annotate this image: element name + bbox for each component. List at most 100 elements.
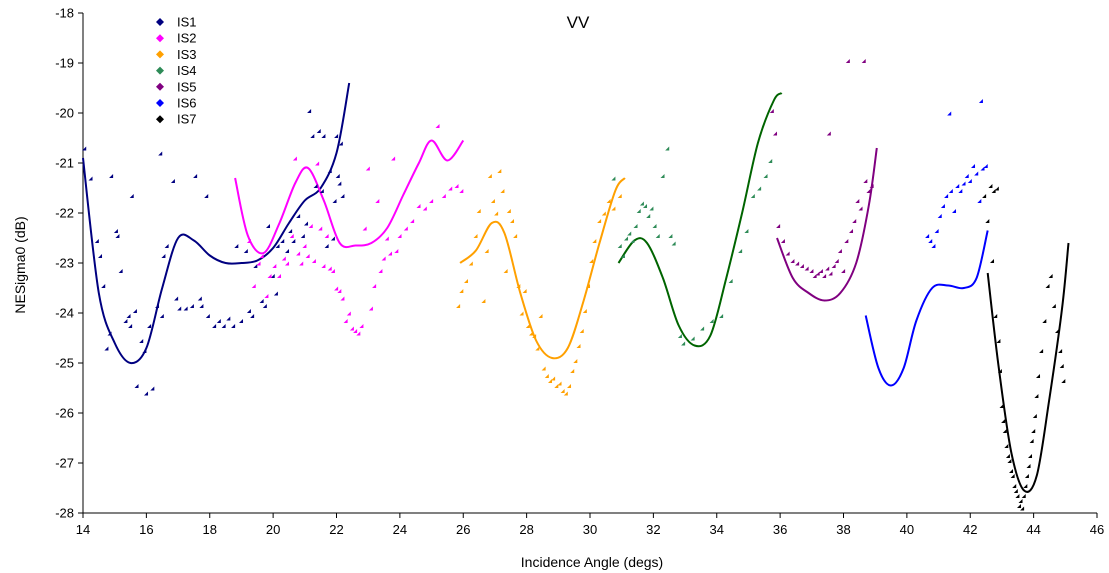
data-point-is6 [974,171,979,176]
data-point-is6 [967,179,972,184]
data-point-is3 [544,374,549,379]
data-point-is3 [484,249,489,254]
data-point-is1 [161,254,166,259]
data-point-is1 [231,324,236,329]
data-point-is7 [988,184,993,189]
legend-marker-is5 [156,82,164,91]
data-point-is1 [126,314,131,319]
data-point-is7 [1055,329,1060,334]
data-point-is1 [88,176,93,181]
x-tick-label: 26 [456,522,470,537]
data-point-is4 [630,239,635,244]
data-point-is5 [834,259,839,264]
data-point-is1 [109,174,114,179]
data-point-is1 [204,194,209,199]
data-point-is7 [1024,474,1029,479]
data-point-is7 [1010,474,1015,479]
data-point-is4 [757,186,762,191]
data-point-is6 [980,166,985,171]
data-point-is3 [503,269,508,274]
data-point-is7 [996,339,1001,344]
data-point-is3 [500,189,505,194]
x-tick-label: 46 [1090,522,1104,537]
legend-marker-is3 [156,50,164,59]
data-point-is5 [861,59,866,64]
data-point-is1 [164,244,169,249]
axis-ticks: 14 16 18 20 22 24 26 28 30 32 34 36 38 40 42 44 46 -18 -19… [55,6,1104,538]
x-tick-label: 24 [393,522,407,537]
data-point-is5 [828,271,833,276]
data-point-is1 [226,316,231,321]
data-point-is2 [337,289,342,294]
data-point-is2 [256,261,261,266]
data-point-is1 [174,296,179,301]
data-point-is4 [633,224,638,229]
data-point-is1 [327,169,332,174]
data-point-is1 [170,179,175,184]
data-point-is3 [529,331,534,336]
data-point-is3 [611,206,616,211]
data-point-is2 [321,264,326,269]
data-point-is2 [334,286,339,291]
data-point-is1 [250,314,255,319]
data-point-is7 [1023,484,1028,489]
legend-label-is1: IS1 [177,15,197,30]
y-tick-label: -19 [55,56,74,71]
data-point-is2 [391,156,396,161]
data-point-is3 [582,309,587,314]
data-point-is2 [251,284,256,289]
data-point-is4 [649,206,654,211]
data-point-is5 [790,259,795,264]
fit-curve-is2 [234,139,465,255]
data-point-is3 [510,219,515,224]
fit-curve-is1 [82,82,351,365]
data-point-is5 [826,131,831,136]
data-point-is3 [589,259,594,264]
x-tick-label: 44 [1026,522,1040,537]
data-point-is1 [177,306,182,311]
data-point-is1 [319,189,324,194]
data-point-is1 [243,249,248,254]
data-point-is3 [464,279,469,284]
data-point-is5 [849,229,854,234]
data-point-is4 [668,234,673,239]
y-tick-label: -24 [55,306,74,321]
data-point-is5 [869,184,874,189]
data-point-is2 [384,236,389,241]
legend-label-is2: IS2 [177,31,197,46]
data-point-is4 [660,174,665,179]
data-point-is2 [359,324,364,329]
data-point-is2 [356,331,361,336]
data-point-is2 [318,226,323,231]
data-point-is6 [934,229,939,234]
data-point-is1 [334,134,339,139]
data-point-is6 [971,164,976,169]
data-point-is7 [1013,489,1018,494]
data-point-is5 [780,239,785,244]
data-point-is5 [785,251,790,256]
data-point-is1 [212,324,217,329]
data-point-is2 [362,226,367,231]
data-point-is1 [239,319,244,324]
legend-marker-is2 [156,34,164,43]
data-point-is2 [448,186,453,191]
data-point-is2 [330,269,335,274]
data-point-is2 [378,269,383,274]
data-point-is1 [221,324,226,329]
data-point-is4 [768,159,773,164]
data-point-is1 [159,314,164,319]
data-point-is6 [961,181,966,186]
data-point-is1 [134,384,139,389]
data-point-is2 [311,259,316,264]
y-tick-label: -18 [55,6,74,21]
data-point-is5 [776,224,781,229]
data-point-is4 [738,249,743,254]
data-point-is1 [82,146,87,151]
data-point-is3 [548,379,553,384]
data-point-is1 [273,291,278,296]
legend-label-is7: IS7 [177,112,197,127]
data-point-is3 [570,369,575,374]
data-point-is1 [285,249,290,254]
